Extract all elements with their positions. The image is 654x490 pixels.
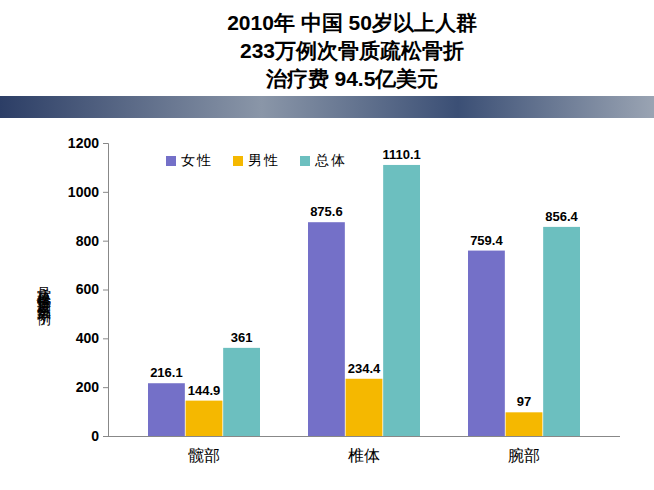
legend-label: 总体 [314, 152, 347, 168]
title: 2010年 中国 50岁以上人群 [227, 11, 477, 34]
tick-mark [103, 290, 108, 291]
title: 治疗费 94.5亿美元 [265, 67, 439, 90]
category-label: 椎体 [348, 447, 380, 464]
tick: 1000 [68, 184, 108, 200]
bars [148, 165, 580, 436]
data-label: 759.4 [470, 233, 503, 248]
data-label: 856.4 [545, 209, 578, 224]
data-label: 97 [517, 394, 531, 409]
title: 233万例次骨质疏松骨折 [240, 39, 464, 62]
category-label: 髋部 [188, 447, 220, 464]
tick: 髋部 [188, 447, 220, 464]
bar [148, 383, 185, 436]
tick-mark [103, 387, 108, 388]
tick: 0 [91, 428, 108, 444]
category-label: 腕部 [508, 447, 540, 464]
tick-label: 400 [76, 330, 100, 346]
legend-swatch [300, 156, 310, 166]
tick: 800 [76, 233, 108, 249]
banner [0, 96, 654, 118]
data-label: 216.1 [150, 365, 183, 380]
bar [346, 379, 383, 436]
tick: 400 [76, 330, 108, 346]
tick-label: 0 [91, 428, 99, 444]
tick: 腕部 [508, 447, 540, 464]
legend-label: 女性 [181, 152, 213, 168]
tick-mark [103, 338, 108, 339]
legend-swatch [166, 156, 176, 166]
data-label: 875.6 [310, 204, 343, 219]
tick: 椎体 [348, 447, 380, 464]
bar [383, 165, 420, 436]
tick-label: 1200 [68, 135, 99, 151]
data-labels: 216.1 875.6 759.4 144.9 234.4 97 361 1110.1 856.… [150, 147, 578, 409]
bar [186, 401, 223, 436]
tick-label: 200 [76, 379, 100, 395]
legend-item: 男性 [233, 152, 280, 168]
tick: 1200 [68, 135, 108, 151]
tick-mark [103, 143, 108, 144]
legend-item: 总体 [300, 152, 347, 168]
tick: 200 [76, 379, 108, 395]
bar [223, 348, 260, 436]
data-label: 361 [231, 330, 253, 345]
x-axis: 髋部 椎体 腕部 [108, 437, 620, 465]
legend-label: 男性 [248, 152, 280, 168]
chart: 2010年 中国 50岁以上人群 233万例次骨质疏松骨折治疗费 94.5亿美元 0… [0, 0, 654, 490]
legend: 女性 男性 总体 [166, 152, 347, 168]
tick: 600 [76, 281, 108, 297]
tick-mark [103, 436, 108, 437]
legend-item: 女性 [166, 152, 213, 168]
y-axis: 0 200 400 600 800 1000 1200 [68, 135, 109, 444]
tick-mark [103, 241, 108, 242]
bar [543, 227, 580, 436]
tick-label: 800 [76, 233, 100, 249]
axis-line [108, 436, 620, 437]
tick-mark [103, 192, 108, 193]
bar [468, 251, 505, 436]
axis-title: 骨质疏松性骨折发生例数（千例） [36, 275, 52, 326]
data-label: 144.9 [188, 383, 221, 398]
tick-label: 600 [76, 281, 100, 297]
data-label: 234.4 [348, 361, 381, 376]
axis-line [103, 144, 109, 437]
data-label: 1110.1 [382, 147, 420, 162]
tick-label: 1000 [68, 184, 99, 200]
legend-swatch [233, 156, 243, 166]
bar [308, 222, 345, 436]
bar [506, 412, 543, 436]
